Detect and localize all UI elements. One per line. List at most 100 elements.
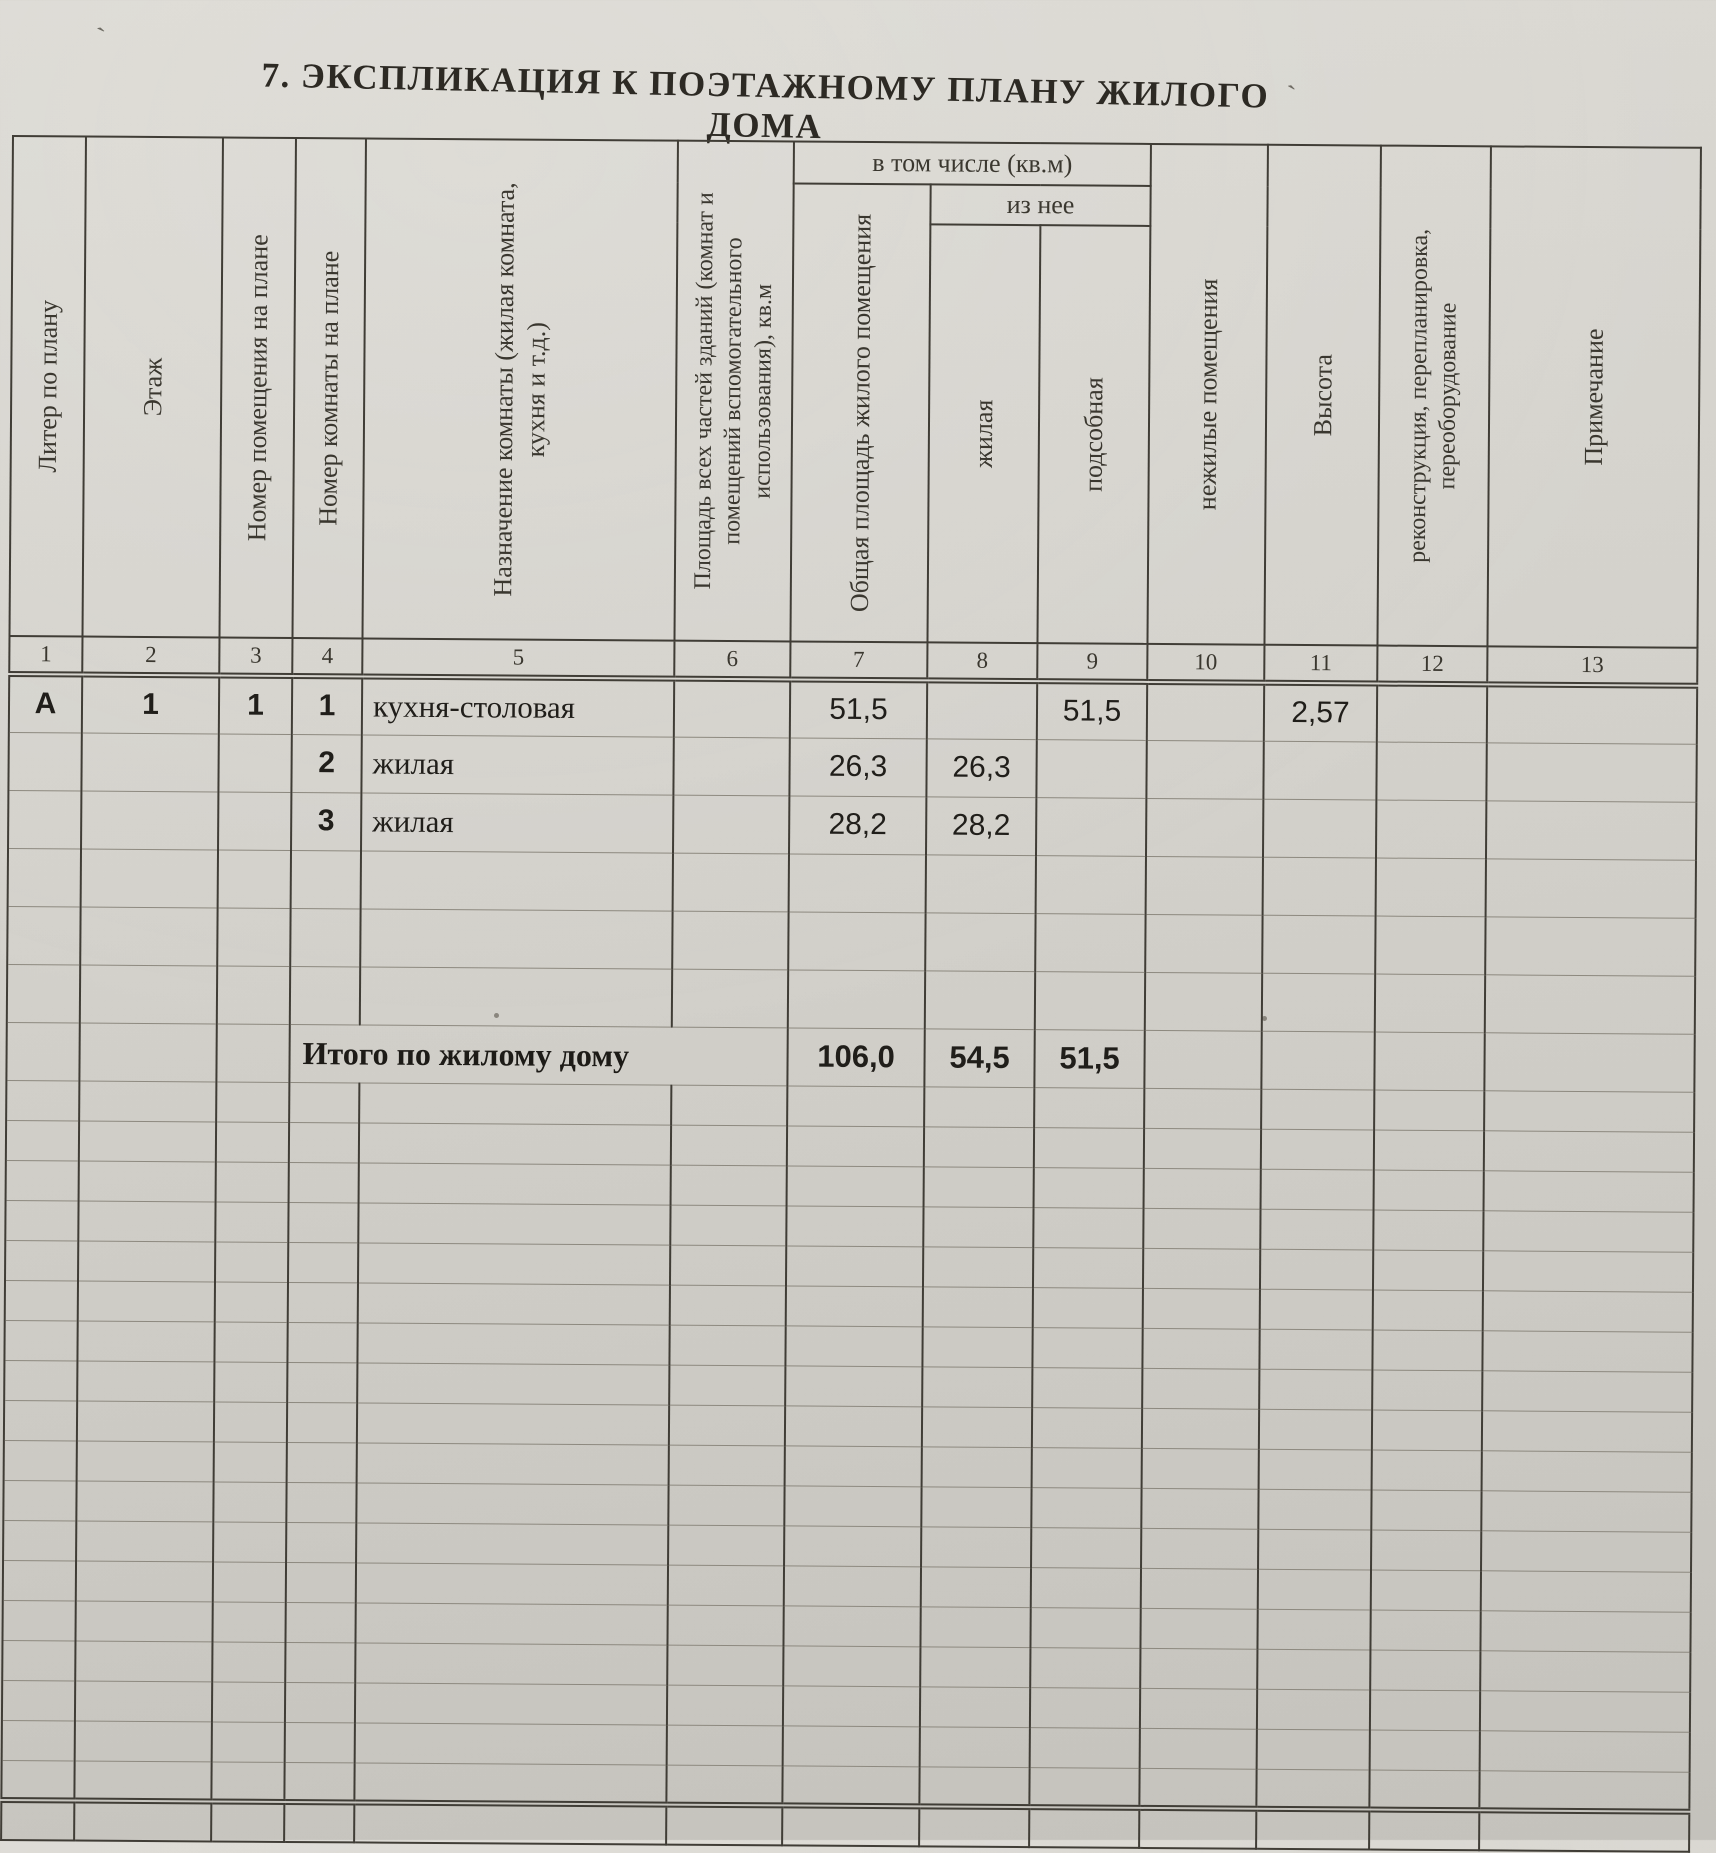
empty-cell xyxy=(1256,1728,1370,1770)
empty-cell xyxy=(922,1326,1033,1368)
empty-cell xyxy=(783,1565,922,1607)
empty-cell xyxy=(76,1520,214,1562)
empty-cell xyxy=(79,964,218,1024)
empty-cell xyxy=(1035,855,1146,914)
empty-cell xyxy=(1032,1367,1143,1408)
empty-cell xyxy=(284,1681,356,1723)
empty-cell xyxy=(355,1602,668,1645)
colnum-12: 12 xyxy=(1377,645,1488,685)
cell-col2 xyxy=(81,790,219,850)
header-col-reconstruction-label: реконструкция, перепланировка, переобору… xyxy=(1404,228,1462,563)
header-col-auxiliary: подсобная xyxy=(1037,225,1151,644)
empty-cell xyxy=(786,1205,924,1247)
empty-cell xyxy=(1370,1609,1481,1651)
empty-cell xyxy=(214,1281,288,1322)
empty-cell xyxy=(217,849,292,908)
header-col-auxiliary-label: подсобная xyxy=(1078,377,1109,492)
empty-cell xyxy=(1141,1487,1259,1529)
cell-col7: 51,5 xyxy=(789,679,928,739)
empty-cell xyxy=(1258,1408,1373,1450)
empty-cell xyxy=(357,1362,670,1405)
empty-cell xyxy=(6,963,81,1023)
empty-cell xyxy=(360,850,674,911)
empty-cell xyxy=(4,1279,79,1321)
empty-cell xyxy=(1145,913,1263,973)
empty-cell xyxy=(1029,1687,1141,1728)
empty-cell xyxy=(1139,1767,1257,1809)
empty-cell xyxy=(75,1560,214,1602)
colnum-3: 3 xyxy=(219,637,293,676)
empty-cell xyxy=(1141,1527,1259,1569)
empty-cell xyxy=(1256,1688,1371,1730)
table-header: Литер по плану Этаж Номер помещения на п… xyxy=(9,136,1701,686)
empty-cell xyxy=(785,1245,924,1287)
colnum-1: 1 xyxy=(9,635,83,675)
empty-cell xyxy=(667,1564,785,1606)
cell-col9 xyxy=(1035,797,1147,856)
empty-cell xyxy=(213,1401,288,1442)
empty-cell xyxy=(285,1641,356,1683)
empty-cell xyxy=(356,1402,670,1445)
empty-cell xyxy=(1258,1488,1372,1530)
empty-cell xyxy=(5,1119,80,1161)
empty-cell xyxy=(667,1604,784,1646)
empty-cell xyxy=(1482,1330,1693,1372)
empty-cell xyxy=(1142,1367,1260,1409)
colnum-6: 6 xyxy=(674,640,791,680)
empty-cell xyxy=(355,1642,668,1685)
empty-cell xyxy=(671,968,789,1028)
empty-cell xyxy=(1481,1410,1693,1452)
cell-col10 xyxy=(1146,739,1264,799)
cell-col8: 26,3 xyxy=(926,738,1037,798)
empty-cell xyxy=(1485,916,1696,976)
empty-cell xyxy=(1142,1327,1260,1369)
header-col-height-label: Высота xyxy=(1307,353,1338,437)
cell-col4: 3 xyxy=(291,791,362,851)
empty-cell xyxy=(356,1522,669,1565)
empty-cell xyxy=(74,1680,213,1722)
empty-cell xyxy=(1259,1368,1373,1410)
empty-cell xyxy=(668,1404,786,1446)
empty-cell xyxy=(1,1719,75,1761)
cell-col12 xyxy=(1375,799,1487,859)
empty-cell xyxy=(666,1804,783,1846)
cell-col13 xyxy=(1486,684,1698,744)
empty-cell xyxy=(922,1286,1033,1328)
cell-col7: 28,2 xyxy=(789,795,927,855)
empty-cell xyxy=(217,907,291,966)
empty-cell xyxy=(1260,1168,1374,1210)
colnum-5: 5 xyxy=(362,638,675,679)
empty-cell xyxy=(1371,1489,1482,1531)
scan-artifact: ` xyxy=(94,21,112,56)
empty-cell xyxy=(79,1080,217,1122)
empty-cell xyxy=(1257,1648,1371,1690)
header-col-nonresidential-label: нежилые помещения xyxy=(1192,278,1223,511)
empty-cell xyxy=(78,1200,216,1242)
empty-cell xyxy=(1034,1087,1145,1128)
empty-cell xyxy=(4,1359,78,1401)
empty-cell xyxy=(925,912,1036,972)
empty-cell xyxy=(1139,1727,1257,1769)
cell-col9: 51,5 xyxy=(1036,681,1148,740)
empty-cell xyxy=(782,1685,921,1727)
cell-col7: 26,3 xyxy=(789,737,927,797)
cell-col1 xyxy=(8,731,82,791)
cell-col9 xyxy=(1036,739,1147,798)
empty-cell xyxy=(1369,1769,1480,1811)
table-body: А 1 1 1 кухня-столовая 51,5 51,5 2,57 2 жилая 26,3… xyxy=(1,673,1698,1852)
empty-cell xyxy=(1141,1407,1260,1449)
empty-cell xyxy=(1370,1569,1482,1611)
empty-cell xyxy=(1262,914,1376,974)
header-col-total-living-area-label: Общая площадь жилого помещения xyxy=(844,213,877,613)
header-col-unit-number-label: Номер комнаты на плане xyxy=(313,250,345,526)
empty-cell xyxy=(211,1721,285,1762)
empty-cell xyxy=(354,1682,668,1725)
empty-cell xyxy=(1373,1209,1484,1251)
empty-cell xyxy=(1372,1329,1483,1371)
empty-cell xyxy=(1257,1568,1372,1610)
empty-cell xyxy=(786,1165,924,1207)
empty-cell xyxy=(919,1726,1030,1768)
header-col-living-label: жилая xyxy=(968,399,999,469)
empty-cell xyxy=(77,1320,215,1362)
empty-cell xyxy=(1373,1169,1484,1211)
